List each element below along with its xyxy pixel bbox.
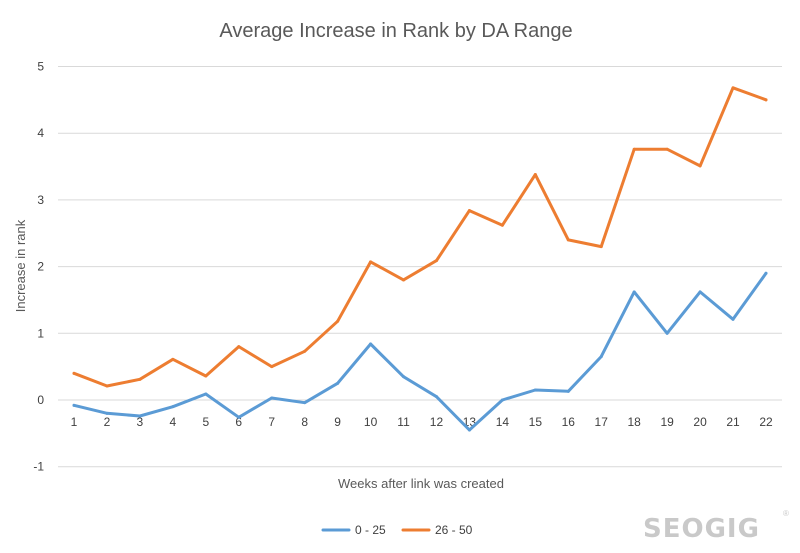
- x-tick-label: 16: [562, 415, 576, 429]
- data-point: [467, 209, 471, 213]
- data-point: [533, 388, 537, 392]
- y-tick-label: 4: [37, 126, 44, 140]
- data-point: [171, 405, 175, 409]
- data-point: [303, 349, 307, 353]
- data-point: [336, 319, 340, 323]
- x-tick-label: 19: [660, 415, 674, 429]
- x-tick-label: 7: [268, 415, 275, 429]
- y-tick-label: 2: [37, 260, 44, 274]
- data-point: [566, 389, 570, 393]
- data-point: [72, 403, 76, 407]
- x-tick-label: 6: [235, 415, 242, 429]
- x-tick-label: 20: [693, 415, 707, 429]
- data-point: [138, 377, 142, 381]
- data-point: [665, 147, 669, 151]
- data-point: [336, 381, 340, 385]
- x-tick-label: 10: [364, 415, 378, 429]
- data-point: [434, 259, 438, 263]
- data-point: [467, 428, 471, 432]
- data-point: [599, 245, 603, 249]
- data-point: [369, 342, 373, 346]
- y-tick-label: 0: [37, 393, 44, 407]
- legend: 0 - 25 26 - 50: [321, 523, 473, 537]
- series-lines: [72, 86, 768, 432]
- data-point: [632, 147, 636, 151]
- legend-label-26-50: 26 - 50: [435, 523, 473, 537]
- data-point: [500, 223, 504, 227]
- x-tick-label: 17: [595, 415, 609, 429]
- x-tick-label: 14: [496, 415, 510, 429]
- data-point: [402, 278, 406, 282]
- watermark-logo: SEOGIG ®: [643, 509, 789, 544]
- data-point: [566, 238, 570, 242]
- data-point: [665, 331, 669, 335]
- data-point: [500, 398, 504, 402]
- y-axis-ticks: -1 0 1 2 3 4 5: [33, 60, 44, 474]
- data-point: [105, 411, 109, 415]
- y-tick-label: 3: [37, 193, 44, 207]
- x-tick-label: 15: [529, 415, 543, 429]
- data-point: [731, 86, 735, 90]
- x-tick-label: 11: [397, 415, 410, 429]
- legend-label-0-25: 0 - 25: [355, 523, 386, 537]
- y-tick-label: 5: [37, 60, 44, 74]
- watermark-text: SEOGIG: [643, 514, 760, 544]
- data-point: [270, 365, 274, 369]
- data-point: [171, 357, 175, 361]
- x-tick-label: 1: [71, 415, 78, 429]
- x-tick-label: 22: [759, 415, 773, 429]
- data-point: [632, 290, 636, 294]
- y-tick-label: 1: [37, 326, 44, 340]
- x-tick-label: 2: [104, 415, 111, 429]
- data-point: [270, 396, 274, 400]
- x-tick-label: 4: [170, 415, 177, 429]
- x-tick-label: 12: [430, 415, 444, 429]
- y-axis-label: Increase in rank: [13, 219, 28, 312]
- series-line-26-50: [72, 86, 768, 388]
- data-point: [303, 401, 307, 405]
- x-axis-label: Weeks after link was created: [338, 476, 504, 491]
- x-tick-label: 18: [628, 415, 642, 429]
- series-line-0-25: [72, 271, 768, 432]
- gridlines: [58, 66, 782, 468]
- data-point: [237, 345, 241, 349]
- data-point: [402, 375, 406, 379]
- x-tick-label: 21: [726, 415, 740, 429]
- data-point: [72, 371, 76, 375]
- x-tick-label: 9: [334, 415, 341, 429]
- x-tick-label: 8: [301, 415, 308, 429]
- data-point: [434, 395, 438, 399]
- data-point: [764, 98, 768, 102]
- x-tick-label: 3: [137, 415, 144, 429]
- data-point: [105, 384, 109, 388]
- data-point: [533, 173, 537, 177]
- data-point: [138, 414, 142, 418]
- data-point: [204, 374, 208, 378]
- data-point: [698, 164, 702, 168]
- data-point: [204, 392, 208, 396]
- data-point: [698, 290, 702, 294]
- data-point: [731, 317, 735, 321]
- x-tick-label: 5: [202, 415, 209, 429]
- x-axis-ticks: 1 2 3 4 5 6 7 8 9 10 11 12 13 14 15 16 17 18 19 20 21 22: [71, 415, 773, 429]
- watermark-registered-mark: ®: [783, 509, 789, 518]
- data-point: [369, 260, 373, 264]
- data-point: [599, 355, 603, 359]
- y-tick-label: -1: [33, 460, 44, 474]
- data-point: [764, 271, 768, 275]
- data-point: [237, 415, 241, 419]
- chart-title: Average Increase in Rank by DA Range: [219, 20, 572, 42]
